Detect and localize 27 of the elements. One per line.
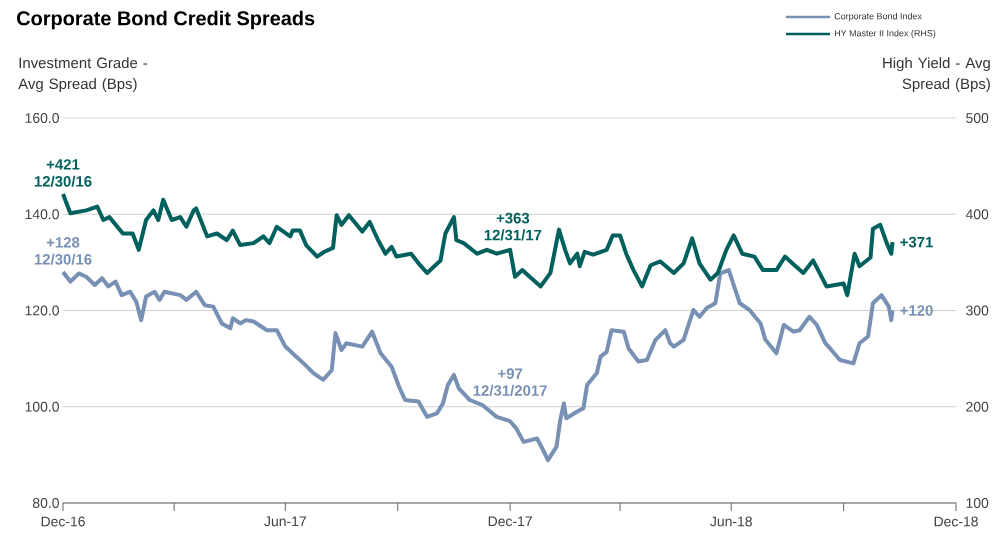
chart-title: Corporate Bond Credit Spreads [17, 10, 315, 30]
x-tick-label: Jun-17 [264, 516, 306, 527]
annotation: +128 12/30/16 [34, 237, 92, 265]
x-tick-label: Dec-16 [41, 516, 85, 527]
y2-tick-label: 500 [966, 113, 989, 123]
annotation: +363 12/31/17 [484, 212, 542, 241]
y-tick-label: 100.0 [25, 401, 59, 412]
annotation: +97 12/31/2017 [473, 368, 547, 396]
y-tick-label: 140.0 [25, 209, 59, 220]
y2-tick-label: 300 [966, 305, 989, 316]
y-tick-label: 120.0 [25, 305, 59, 316]
y-axis-title: Investment Grade - Avg Spread (Bps) [18, 57, 148, 93]
y2-tick-label: 200 [966, 401, 989, 412]
x-tick-label: Jun-18 [710, 516, 752, 527]
x-tick-label: Dec-18 [934, 516, 978, 527]
line-series [61, 268, 895, 463]
y2-tick-label: 400 [965, 209, 989, 220]
annotation: +421 12/30/16 [34, 159, 92, 187]
x-tick-label: Dec-17 [488, 516, 532, 527]
y2-axis-title: High Yield - Avg Spread (Bps) [883, 57, 990, 93]
y-tick-label: 80.0 [32, 498, 59, 508]
legend-label: HY Master II Index (RHS) [834, 29, 936, 39]
annotation: +120 [900, 305, 933, 316]
annotation: +371 [900, 236, 933, 248]
y2-tick-label: 100 [966, 498, 989, 508]
legend-label: Corporate Bond Index [834, 12, 922, 22]
y-tick-label: 160.0 [25, 113, 59, 123]
